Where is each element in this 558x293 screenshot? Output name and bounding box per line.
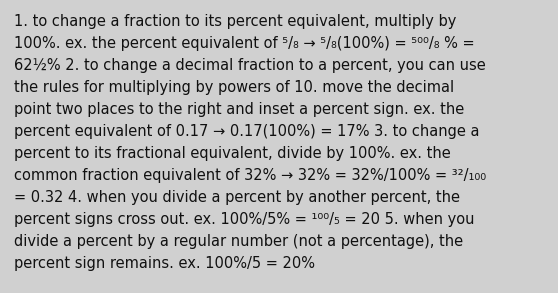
Text: point two places to the right and inset a percent sign. ex. the: point two places to the right and inset …	[14, 102, 464, 117]
Text: percent equivalent of 0.17 → 0.17(100%) = 17% 3. to change a: percent equivalent of 0.17 → 0.17(100%) …	[14, 124, 479, 139]
Text: common fraction equivalent of 32% → 32% = 32%/100% = ³²/₁₀₀: common fraction equivalent of 32% → 32% …	[14, 168, 486, 183]
Text: percent to its fractional equivalent, divide by 100%. ex. the: percent to its fractional equivalent, di…	[14, 146, 451, 161]
Text: percent sign remains. ex. 100%/5 = 20%: percent sign remains. ex. 100%/5 = 20%	[14, 256, 315, 271]
Text: percent signs cross out. ex. 100%/5% = ¹⁰⁰/₅ = 20 5. when you: percent signs cross out. ex. 100%/5% = ¹…	[14, 212, 474, 227]
Text: = 0.32 4. when you divide a percent by another percent, the: = 0.32 4. when you divide a percent by a…	[14, 190, 460, 205]
Text: divide a percent by a regular number (not a percentage), the: divide a percent by a regular number (no…	[14, 234, 463, 249]
Text: 100%. ex. the percent equivalent of ⁵/₈ → ⁵/₈(100%) = ⁵⁰⁰/₈ % =: 100%. ex. the percent equivalent of ⁵/₈ …	[14, 36, 475, 51]
Text: the rules for multiplying by powers of 10. move the decimal: the rules for multiplying by powers of 1…	[14, 80, 454, 95]
Text: 62½% 2. to change a decimal fraction to a percent, you can use: 62½% 2. to change a decimal fraction to …	[14, 58, 486, 73]
Text: 1. to change a fraction to its percent equivalent, multiply by: 1. to change a fraction to its percent e…	[14, 14, 456, 29]
